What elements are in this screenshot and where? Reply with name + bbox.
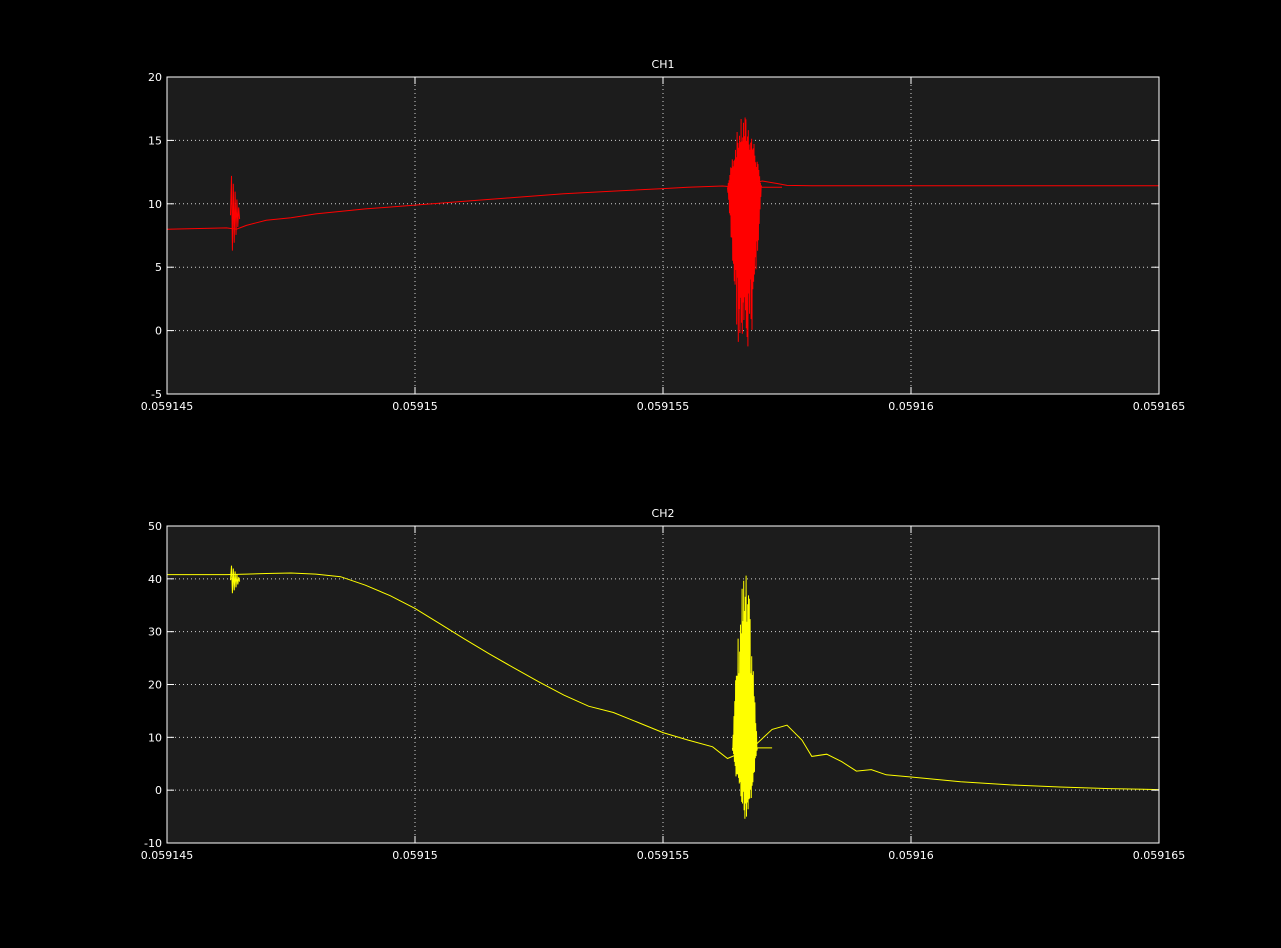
ch2-xtick-label: 0.059145	[141, 849, 194, 862]
ch1-xtick-label: 0.05915	[392, 400, 438, 413]
ch1-plot-area	[167, 77, 1159, 394]
ch2-axes-frame	[166, 525, 1160, 844]
ch1-title: CH1	[652, 58, 675, 71]
ch1-ytick-label: 10	[148, 198, 162, 211]
ch1-ytick-label: 20	[148, 71, 162, 84]
ch1-xtick-label: 0.059165	[1133, 400, 1186, 413]
ch1-ticks: 0.059145 0.05915 0.059155 0.05916 0.059165 -5…	[141, 71, 1186, 413]
ch2-spike	[229, 565, 241, 594]
ch1-xtick-label: 0.059155	[637, 400, 690, 413]
ch2-xtick-label: 0.05916	[888, 849, 934, 862]
ch1-ytick-label: 15	[148, 134, 162, 147]
ch2-ytick-label: 30	[148, 626, 162, 639]
ch1-xtick-label: 0.059145	[141, 400, 194, 413]
ch1-series-line	[166, 180, 1159, 230]
ch2-series-line	[167, 572, 1160, 791]
ch2-xtick-label: 0.05915	[392, 849, 438, 862]
ch2-ytick-label: -10	[144, 837, 162, 850]
ch2-xtick-label: 0.059155	[637, 849, 690, 862]
ch2-ytick-label: 40	[148, 573, 162, 586]
ch2-grid	[167, 526, 1159, 843]
ch1-spike	[229, 175, 241, 251]
ch2-ticks: 0.059145 0.05915 0.059155 0.05916 0.059165 -1…	[141, 520, 1186, 862]
ch1-burst	[727, 117, 782, 347]
ch2-ytick-label: 50	[148, 520, 162, 533]
ch1-ytick-label: -5	[151, 388, 162, 401]
ch2-marks	[167, 565, 1160, 819]
ch1-xtick-label: 0.05916	[888, 400, 934, 413]
ch2-ytick-label: 20	[148, 679, 162, 692]
ch2-ytick-label: 10	[148, 731, 162, 744]
ch2-burst	[731, 575, 773, 819]
ch1-marks	[166, 117, 1159, 347]
ch2-axes: CH2 0.059145 0.05915 0.059155 0.05916 0.0591…	[141, 507, 1186, 862]
ch1-grid	[167, 77, 1159, 394]
ch1-ytick-label: 0	[155, 325, 162, 338]
ch2-title: CH2	[652, 507, 675, 520]
ch1-axes: CH1 0.059145 0.05915 0.059155 0.05916 0.0591…	[141, 58, 1186, 413]
ch2-ytick-label: 0	[155, 784, 162, 797]
ch1-ytick-label: 5	[155, 261, 162, 274]
ch1-axes-frame	[166, 76, 1160, 395]
ch2-xtick-label: 0.059165	[1133, 849, 1186, 862]
